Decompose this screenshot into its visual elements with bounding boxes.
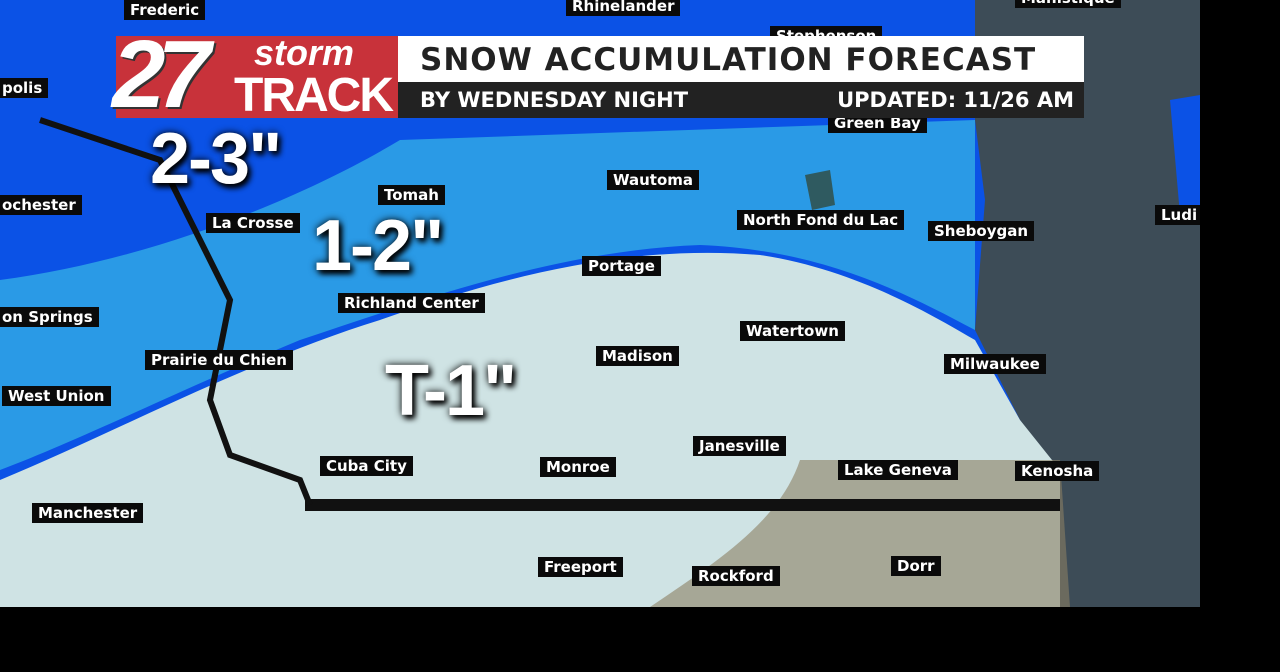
- updated-time: UPDATED: 11/26 AM: [837, 88, 1074, 112]
- city-label: La Crosse: [206, 213, 300, 233]
- mississippi-river: [39, 117, 313, 507]
- forecast-title: SNOW ACCUMULATION FORECAST: [398, 36, 1084, 82]
- michigan-land: [1170, 95, 1200, 220]
- city-label: Portage: [582, 256, 661, 276]
- city-label: Kenosha: [1015, 461, 1100, 481]
- logo-track: TRACK: [234, 69, 394, 122]
- city-label: Richland Center: [338, 293, 485, 313]
- city-label: Watertown: [740, 321, 845, 341]
- city-label: Rhinelander: [566, 0, 681, 16]
- city-label: Prairie du Chien: [145, 350, 293, 370]
- city-label: polis: [0, 78, 49, 98]
- city-label: Manistique: [1015, 0, 1121, 8]
- lake-winnebago: [805, 170, 835, 210]
- city-label: Monroe: [540, 457, 616, 477]
- city-label: Ludi: [1155, 205, 1200, 225]
- amount-label-2-3: 2-3": [150, 119, 282, 199]
- forecast-subtitle-bar: BY WEDNESDAY NIGHT UPDATED: 11/26 AM: [398, 82, 1084, 118]
- city-label: Frederic: [124, 0, 206, 20]
- city-label: Dorr: [891, 556, 941, 576]
- city-label: Cuba City: [320, 456, 413, 476]
- city-label: Madison: [596, 346, 679, 366]
- city-label: North Fond du Lac: [737, 210, 905, 230]
- city-label: Rockford: [692, 566, 780, 586]
- city-label: Wautoma: [607, 170, 700, 190]
- city-label: on Springs: [0, 307, 99, 327]
- city-label: Janesville: [693, 436, 786, 456]
- forecast-period: BY WEDNESDAY NIGHT: [420, 88, 689, 112]
- lake-michigan: [975, 0, 1200, 607]
- snow-forecast-map: Frederic Rhinelander Manistique Stephens…: [0, 0, 1200, 607]
- city-label: Tomah: [378, 185, 445, 205]
- amount-label-1-2: 1-2": [312, 206, 444, 286]
- city-label: Sheboygan: [928, 221, 1035, 241]
- city-label: West Union: [2, 386, 111, 406]
- city-label: Lake Geneva: [838, 460, 958, 480]
- city-label: Freeport: [538, 557, 623, 577]
- logo-number: 27: [112, 21, 211, 128]
- city-label: ochester: [0, 195, 82, 215]
- moderate-snow-zone: [0, 120, 975, 470]
- city-label: Green Bay: [828, 113, 927, 133]
- logo-storm: storm: [254, 32, 355, 73]
- city-label: Manchester: [32, 503, 144, 523]
- amount-label-t-1: T-1": [385, 351, 517, 431]
- storm-track-logo: 27 storm TRACK: [112, 21, 398, 128]
- city-label: Milwaukee: [944, 354, 1046, 374]
